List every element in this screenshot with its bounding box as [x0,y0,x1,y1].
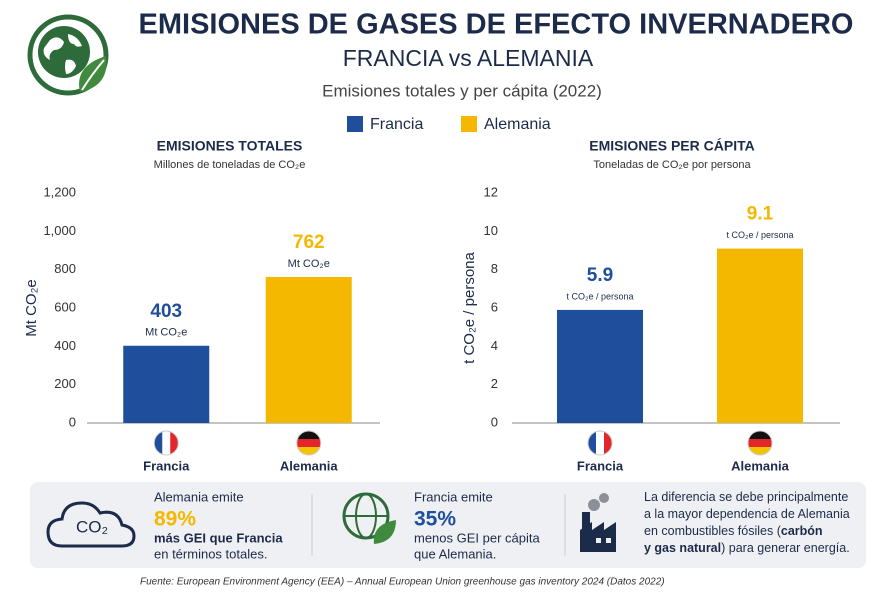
flag-stripe [588,431,597,455]
y-tick-label: 1,200 [43,184,76,199]
flag [154,431,179,455]
paragraph-segment: La diferencia se debe principalmente [644,490,848,504]
flag-stripe [296,439,321,448]
highlight-figure: 89% [154,508,196,531]
value-unit: Mt CO₂e [288,258,330,270]
value-label: 5.9 [587,265,613,286]
legend-label: Francia [370,116,423,133]
paragraph-segment: a la mayor dependencia de Alemania [644,507,850,521]
highlight-paragraph: a la mayor dependencia de Alemania [644,507,850,521]
x-tick-label: Francia [577,458,624,473]
flag-stripe [154,431,163,455]
flag-stripe [170,431,179,455]
x-tick-label: Alemania [731,458,790,473]
bar [557,309,643,423]
logo [27,14,109,96]
x-tick-label: Francia [143,458,190,473]
highlight-intro: Alemania emite [154,489,244,504]
source-note: Fuente: European Environment Agency (EEA… [140,577,665,588]
bar [265,276,352,423]
paragraph-segment: ) para generar energía. [721,541,850,555]
highlight-paragraph: La diferencia se debe principalmente [644,490,848,504]
legend-label: Alemania [484,116,551,133]
y-tick-label: 2 [491,376,498,391]
y-tick-label: 800 [54,261,76,276]
value-unit: t CO₂e / persona [726,230,793,240]
highlight-paragraph: y gas natural) para generar energía. [644,541,850,555]
y-tick-label: 0 [491,414,498,429]
flag-ring [747,430,773,456]
flag [748,431,772,455]
flag-stripe [596,431,605,455]
legend-swatch [461,116,477,132]
highlight-line: que Alemania. [414,546,496,561]
highlight-paragraph: en combustibles fósiles (carbón [644,524,823,538]
highlight-line: en términos totales. [154,546,267,561]
y-tick-label: 600 [54,299,76,314]
value-label: 9.1 [747,204,774,225]
value-label: 403 [150,301,182,322]
y-tick-label: 200 [54,376,76,391]
page-subtitle: FRANCIA vs ALEMANIA [343,45,594,71]
y-tick-label: 400 [54,338,76,353]
y-tick-label: 4 [491,338,498,353]
value-unit: Mt CO₂e [145,327,187,339]
y-tick-label: 0 [69,414,76,429]
chart-subtitle: Millones de toneladas de CO₂e [154,159,306,171]
factory-icon [580,493,616,552]
flag-ring [296,430,322,456]
paragraph-segment: y gas natural [644,541,721,555]
icon-text: CO₂ [76,517,108,536]
cloud-icon [46,501,136,548]
bar [123,345,210,423]
chart-title: EMISIONES PER CÁPITA [589,138,754,154]
legend-swatch [347,116,363,132]
chart-title: EMISIONES TOTALES [157,138,303,154]
y-axis-label: Mt CO₂e [23,279,40,337]
highlight-intro: Francia emite [414,489,493,504]
paragraph-segment: en combustibles fósiles ( [644,524,782,538]
page-description: Emisiones totales y per cápita (2022) [322,81,602,100]
highlight-figure: 35% [414,508,456,531]
bar [717,248,803,423]
y-tick-label: 10 [484,223,498,238]
flag-ring [587,430,613,456]
page-title: EMISIONES DE GASES DE EFECTO INVERNADERO [139,9,854,41]
flag-stripe [162,431,171,455]
highlights-panel [30,482,866,568]
highlight-line: más GEI que Francia [154,530,283,545]
flag-stripe [748,439,772,448]
value-label: 762 [293,232,325,253]
x-tick-label: Alemania [280,458,339,473]
y-tick-label: 1,000 [43,223,76,238]
paragraph-segment: carbón [781,524,823,538]
y-tick-label: 12 [484,184,498,199]
chart-subtitle: Toneladas de CO₂e por persona [593,159,751,171]
y-tick-label: 6 [491,299,498,314]
flag [296,431,321,455]
value-unit: t CO₂e / persona [566,291,633,301]
flag-stripe [296,431,321,440]
globe-icon [342,492,396,544]
flag-stripe [748,447,772,455]
flag-stripe [604,431,612,455]
flag-stripe [748,431,772,440]
flag-stripe [296,447,321,455]
highlight-line: menos GEI per cápita [414,530,540,545]
y-tick-label: 8 [491,261,498,276]
y-axis-label: t CO₂e / persona [461,251,478,363]
flag-ring [153,430,179,456]
flag [588,431,612,455]
